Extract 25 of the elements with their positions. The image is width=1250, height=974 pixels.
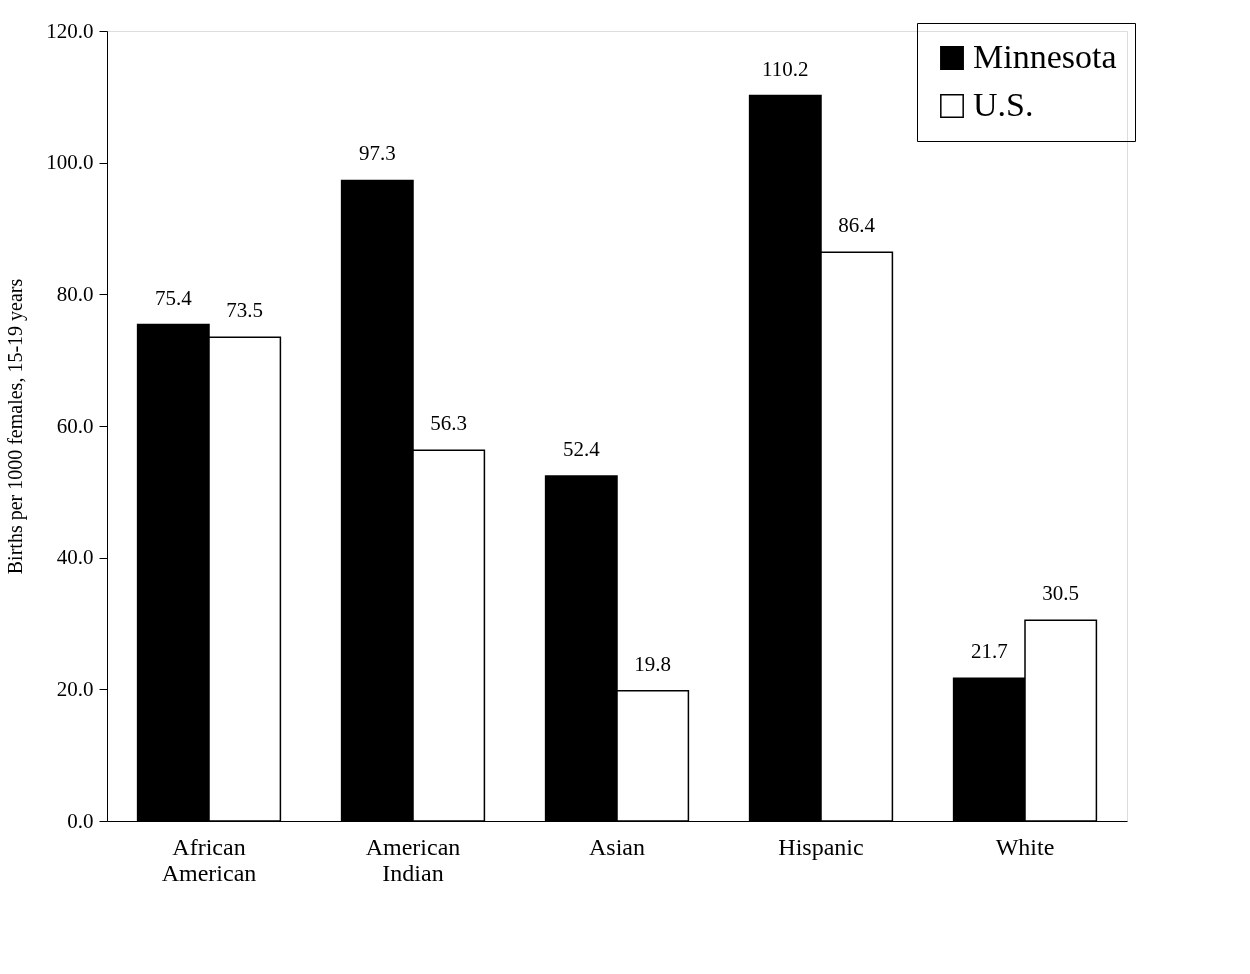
data-label: 19.8 bbox=[634, 651, 672, 676]
data-label: 75.4 bbox=[154, 285, 193, 310]
data-label: 56.3 bbox=[430, 411, 468, 436]
legend-label: U.S. bbox=[973, 86, 1034, 123]
x-tick-label: White bbox=[995, 833, 1055, 860]
legend-label: Minnesota bbox=[973, 38, 1117, 75]
x-tick-label: Hispanic bbox=[778, 833, 864, 860]
y-tick-label: 40.0 bbox=[56, 545, 94, 570]
y-tick-label: 80.0 bbox=[56, 281, 94, 306]
data-label: 97.3 bbox=[358, 141, 396, 166]
x-tick-label: Asian bbox=[589, 833, 645, 860]
y-tick-label: 0.0 bbox=[67, 808, 94, 833]
data-label: 30.5 bbox=[1042, 581, 1080, 606]
data-label: 52.4 bbox=[562, 437, 601, 462]
y-tick-label: 120.0 bbox=[46, 18, 94, 43]
y-axis-title: Births per 1000 females, 15-19 years bbox=[4, 278, 28, 575]
data-label: 21.7 bbox=[970, 639, 1008, 664]
x-tick-label: African American bbox=[161, 833, 257, 886]
data-label: 73.5 bbox=[226, 298, 264, 323]
y-tick-label: 60.0 bbox=[56, 413, 94, 438]
x-tick-label: American Indian bbox=[365, 833, 461, 886]
data-label: 110.2 bbox=[762, 56, 809, 81]
data-label: 86.4 bbox=[838, 213, 876, 238]
y-tick-label: 100.0 bbox=[46, 150, 94, 175]
y-tick-label: 20.0 bbox=[56, 676, 94, 701]
